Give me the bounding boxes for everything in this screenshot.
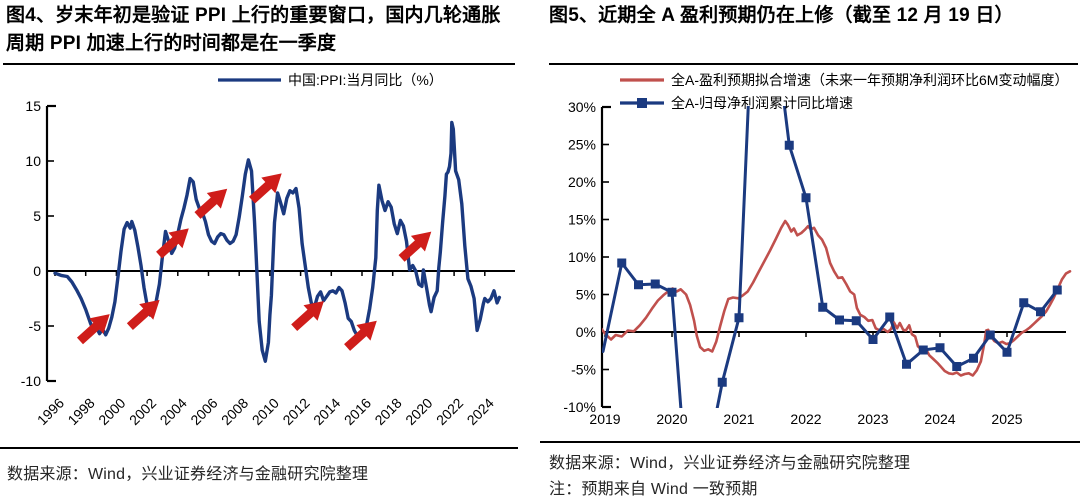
- up-arrow-icon: [76, 314, 110, 345]
- up-arrow-annotation: [126, 299, 160, 330]
- data-point-marker: [650, 279, 660, 289]
- data-point-marker: [734, 313, 744, 323]
- y-tick-label: 0%: [576, 324, 596, 340]
- x-tick-label: 2023: [857, 411, 888, 427]
- legend-label-0: 中国:PPI:当月同比（%）: [288, 72, 443, 88]
- data-point-marker: [801, 193, 811, 203]
- y-tick-label: 5: [33, 208, 41, 224]
- series-line-0: [53, 120, 502, 363]
- y-tick-label: 5%: [576, 287, 596, 303]
- data-point-marker: [985, 330, 995, 340]
- figure5-source: 数据来源：Wind，兴业证券经济与金融研究院整理: [549, 455, 911, 472]
- figure4-title-rule: [3, 63, 515, 65]
- data-point-marker: [634, 280, 643, 290]
- y-tick-label: -5: [29, 318, 42, 334]
- data-point-marker: [969, 353, 978, 363]
- figure5-bottom-rule: [540, 441, 1080, 443]
- data-point-marker: [835, 315, 844, 325]
- up-arrow-icon: [126, 299, 160, 330]
- up-arrow-annotation: [291, 300, 324, 332]
- data-point-marker: [617, 258, 627, 268]
- series-line-1: [602, 106, 1059, 408]
- x-tick-label: 2019: [589, 411, 620, 427]
- y-tick-label: 10%: [568, 249, 596, 265]
- up-arrow-icon: [194, 188, 228, 219]
- legend-label-1: 全A-归母净利润累计同比增速: [671, 95, 853, 111]
- y-tick-label: -10: [21, 373, 41, 389]
- figure5-title: 图5、近期全 A 盈利预期仍在上修（截至 12 月 19 日）: [549, 5, 1014, 26]
- figure4-ppi-line-chart: 151050-5-1019961998200020022004200620082…: [21, 72, 515, 428]
- data-point-marker: [1052, 285, 1062, 295]
- up-arrow-annotation: [194, 188, 228, 219]
- figure4-source: 数据来源：Wind，兴业证券经济与金融研究院整理: [7, 466, 369, 483]
- data-point-marker: [818, 302, 828, 312]
- up-arrow-icon: [248, 173, 282, 204]
- legend-label-0: 全A-盈利预期拟合增速（未来一年预期净利润环比6M变动幅度）: [671, 72, 1068, 88]
- data-point-marker: [868, 335, 878, 344]
- up-arrow-icon: [291, 300, 324, 332]
- data-point-marker: [935, 343, 945, 353]
- y-tick-label: -5%: [571, 362, 596, 378]
- up-arrow-annotation: [248, 173, 282, 204]
- x-tick-label: 2025: [991, 411, 1022, 427]
- up-arrow-annotation: [344, 320, 377, 351]
- figure4-bottom-rule: [0, 447, 518, 449]
- figure5-earnings-line-chart: 30% 25% 20% 15% 10% 5% 0% -5% -10%2019 2020 2021 20…: [563, 72, 1072, 427]
- y-tick-label: 25%: [568, 137, 596, 153]
- data-point-marker: [902, 359, 911, 369]
- x-tick-label: 2021: [723, 411, 754, 427]
- up-arrow-icon: [344, 320, 377, 351]
- up-arrow-annotation: [398, 231, 432, 262]
- figure5-title-rule: [549, 63, 1078, 65]
- legend-marker-1: [637, 98, 647, 108]
- figure5-note: 注：预期来自 Wind 一致预期: [549, 481, 758, 498]
- data-point-marker: [1036, 307, 1045, 317]
- y-tick-label: 15: [25, 98, 41, 114]
- data-point-marker: [667, 287, 677, 297]
- up-arrow-icon: [156, 228, 189, 259]
- x-tick-label: 2020: [656, 411, 687, 427]
- data-point-marker: [952, 362, 962, 371]
- y-tick-label: -10%: [563, 399, 596, 415]
- up-arrow-annotation: [76, 314, 110, 345]
- y-tick-label: 30%: [568, 99, 596, 115]
- y-tick-label: 0: [33, 263, 41, 279]
- figure4-title: 图4、岁末年初是验证 PPI 上行的重要窗口，国内几轮通胀周期 PPI 加速上行…: [6, 5, 501, 54]
- y-tick-label: 10: [25, 153, 41, 169]
- data-point-marker: [851, 316, 861, 326]
- data-point-marker: [918, 345, 928, 355]
- data-point-marker: [784, 140, 794, 150]
- data-point-marker: [1019, 298, 1029, 308]
- x-tick-label: 2024: [924, 411, 955, 427]
- data-point-marker: [717, 377, 727, 387]
- series-markers-1: [617, 140, 1062, 387]
- data-point-marker: [885, 312, 895, 322]
- y-tick-label: 15%: [568, 212, 596, 228]
- up-arrow-icon: [398, 231, 432, 262]
- up-arrow-annotation: [156, 228, 189, 259]
- y-tick-label: 20%: [568, 174, 596, 190]
- data-point-marker: [1002, 347, 1012, 357]
- x-tick-label: 2022: [790, 411, 821, 427]
